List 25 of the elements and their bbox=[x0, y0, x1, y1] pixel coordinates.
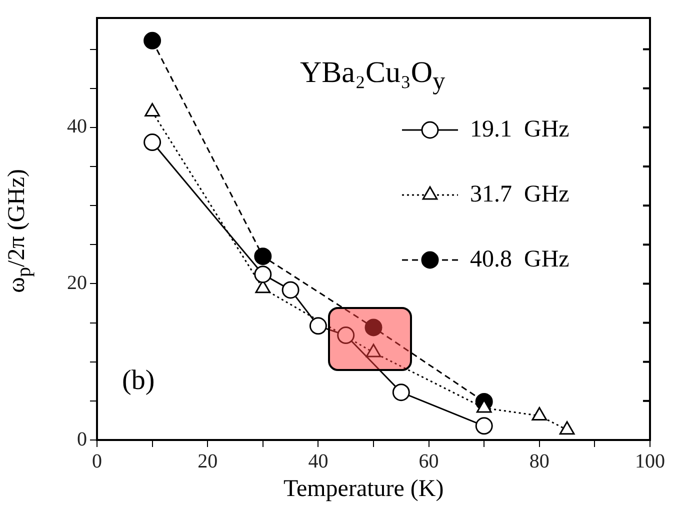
x-tick-label: 60 bbox=[418, 450, 439, 472]
point bbox=[254, 248, 272, 266]
y-tick-label: 20 bbox=[67, 272, 87, 294]
point bbox=[144, 134, 162, 152]
y-tick-label: 40 bbox=[67, 116, 87, 138]
x-tick-label: 0 bbox=[92, 450, 102, 472]
x-axis-title: Temperature (K) bbox=[284, 476, 444, 503]
point bbox=[144, 32, 162, 50]
annotation: (b) bbox=[122, 365, 155, 397]
point bbox=[282, 281, 300, 299]
y-tick-label: 0 bbox=[77, 428, 87, 450]
point bbox=[254, 266, 272, 284]
x-tick-label: 80 bbox=[529, 450, 550, 472]
legend-label: 19.1 GHz bbox=[470, 116, 570, 142]
x-tick-label: 100 bbox=[635, 450, 665, 472]
x-tick-label: 40 bbox=[308, 450, 328, 472]
point bbox=[309, 317, 327, 335]
point bbox=[392, 384, 410, 402]
legend-title: YBa₂Cu₃O$_{y}$ bbox=[300, 56, 446, 96]
legend-label: 31.7 GHz bbox=[470, 181, 570, 208]
point bbox=[364, 318, 382, 336]
legend-label: 40.8 GHz bbox=[470, 246, 570, 272]
point bbox=[337, 326, 355, 344]
point bbox=[475, 417, 493, 435]
x-tick-label: 20 bbox=[198, 450, 218, 472]
